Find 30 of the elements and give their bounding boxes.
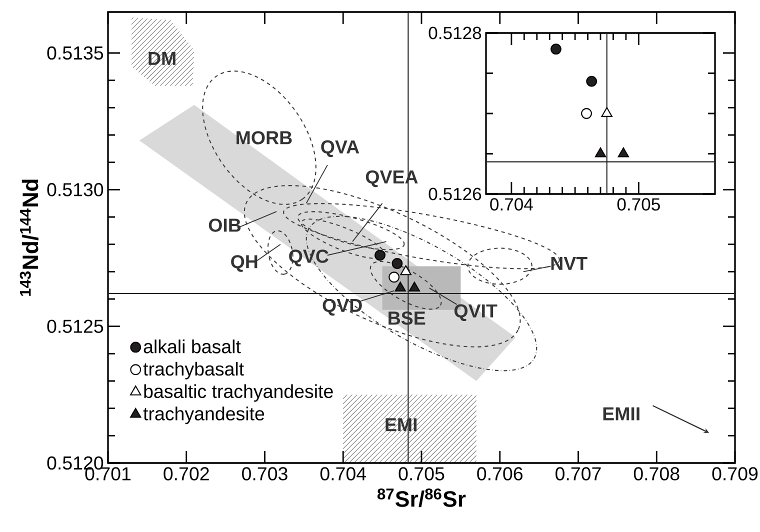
x-tick-label: 0.705 <box>398 467 444 480</box>
y-tick-label: 0.5128 <box>428 26 482 40</box>
x-tick-label: 0.705 <box>617 198 660 211</box>
y-tick-label: 0.5126 <box>428 188 482 200</box>
y-tick-label: 0.5125 <box>47 320 104 333</box>
x-tick-label: 0.708 <box>634 467 680 480</box>
legend-label: alkali basalt <box>144 340 241 354</box>
x-tick-label: 0.707 <box>556 467 601 480</box>
x-tick-label: 0.702 <box>164 467 209 480</box>
annotation: QH <box>231 255 258 272</box>
legend-label: basaltic trachyandesite <box>144 384 333 402</box>
annotation: OIB <box>208 218 241 232</box>
x-tick-label: 0.703 <box>242 467 288 480</box>
annotation: NVT <box>551 257 588 270</box>
legend-label: trachyandesite <box>143 406 264 424</box>
annotation: QVIT <box>454 304 498 322</box>
annotation: MORB <box>236 131 292 144</box>
annotation: QVA <box>321 140 360 158</box>
annotation: EMII <box>603 407 640 420</box>
x-axis-title: $^{87}$Sr/$^{86}$Sr <box>377 488 466 508</box>
x-tick-label: 0.704 <box>320 467 366 480</box>
y-axis-title: $^{143}$Nd/$^{144}$Nd <box>20 180 38 296</box>
y-tick-label: 0.5130 <box>47 183 104 196</box>
y-tick-label: 0.5135 <box>47 46 104 60</box>
x-tick-label: 0.709 <box>712 467 758 480</box>
legend-label: trachybasalt <box>143 362 244 380</box>
annotation: QVD <box>322 298 362 316</box>
x-tick-label: 0.704 <box>490 198 533 211</box>
annotation: QVC <box>289 250 328 266</box>
x-tick-label: 0.706 <box>477 467 522 480</box>
